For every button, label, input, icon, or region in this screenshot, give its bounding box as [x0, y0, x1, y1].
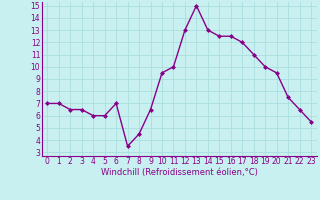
X-axis label: Windchill (Refroidissement éolien,°C): Windchill (Refroidissement éolien,°C): [101, 168, 258, 177]
